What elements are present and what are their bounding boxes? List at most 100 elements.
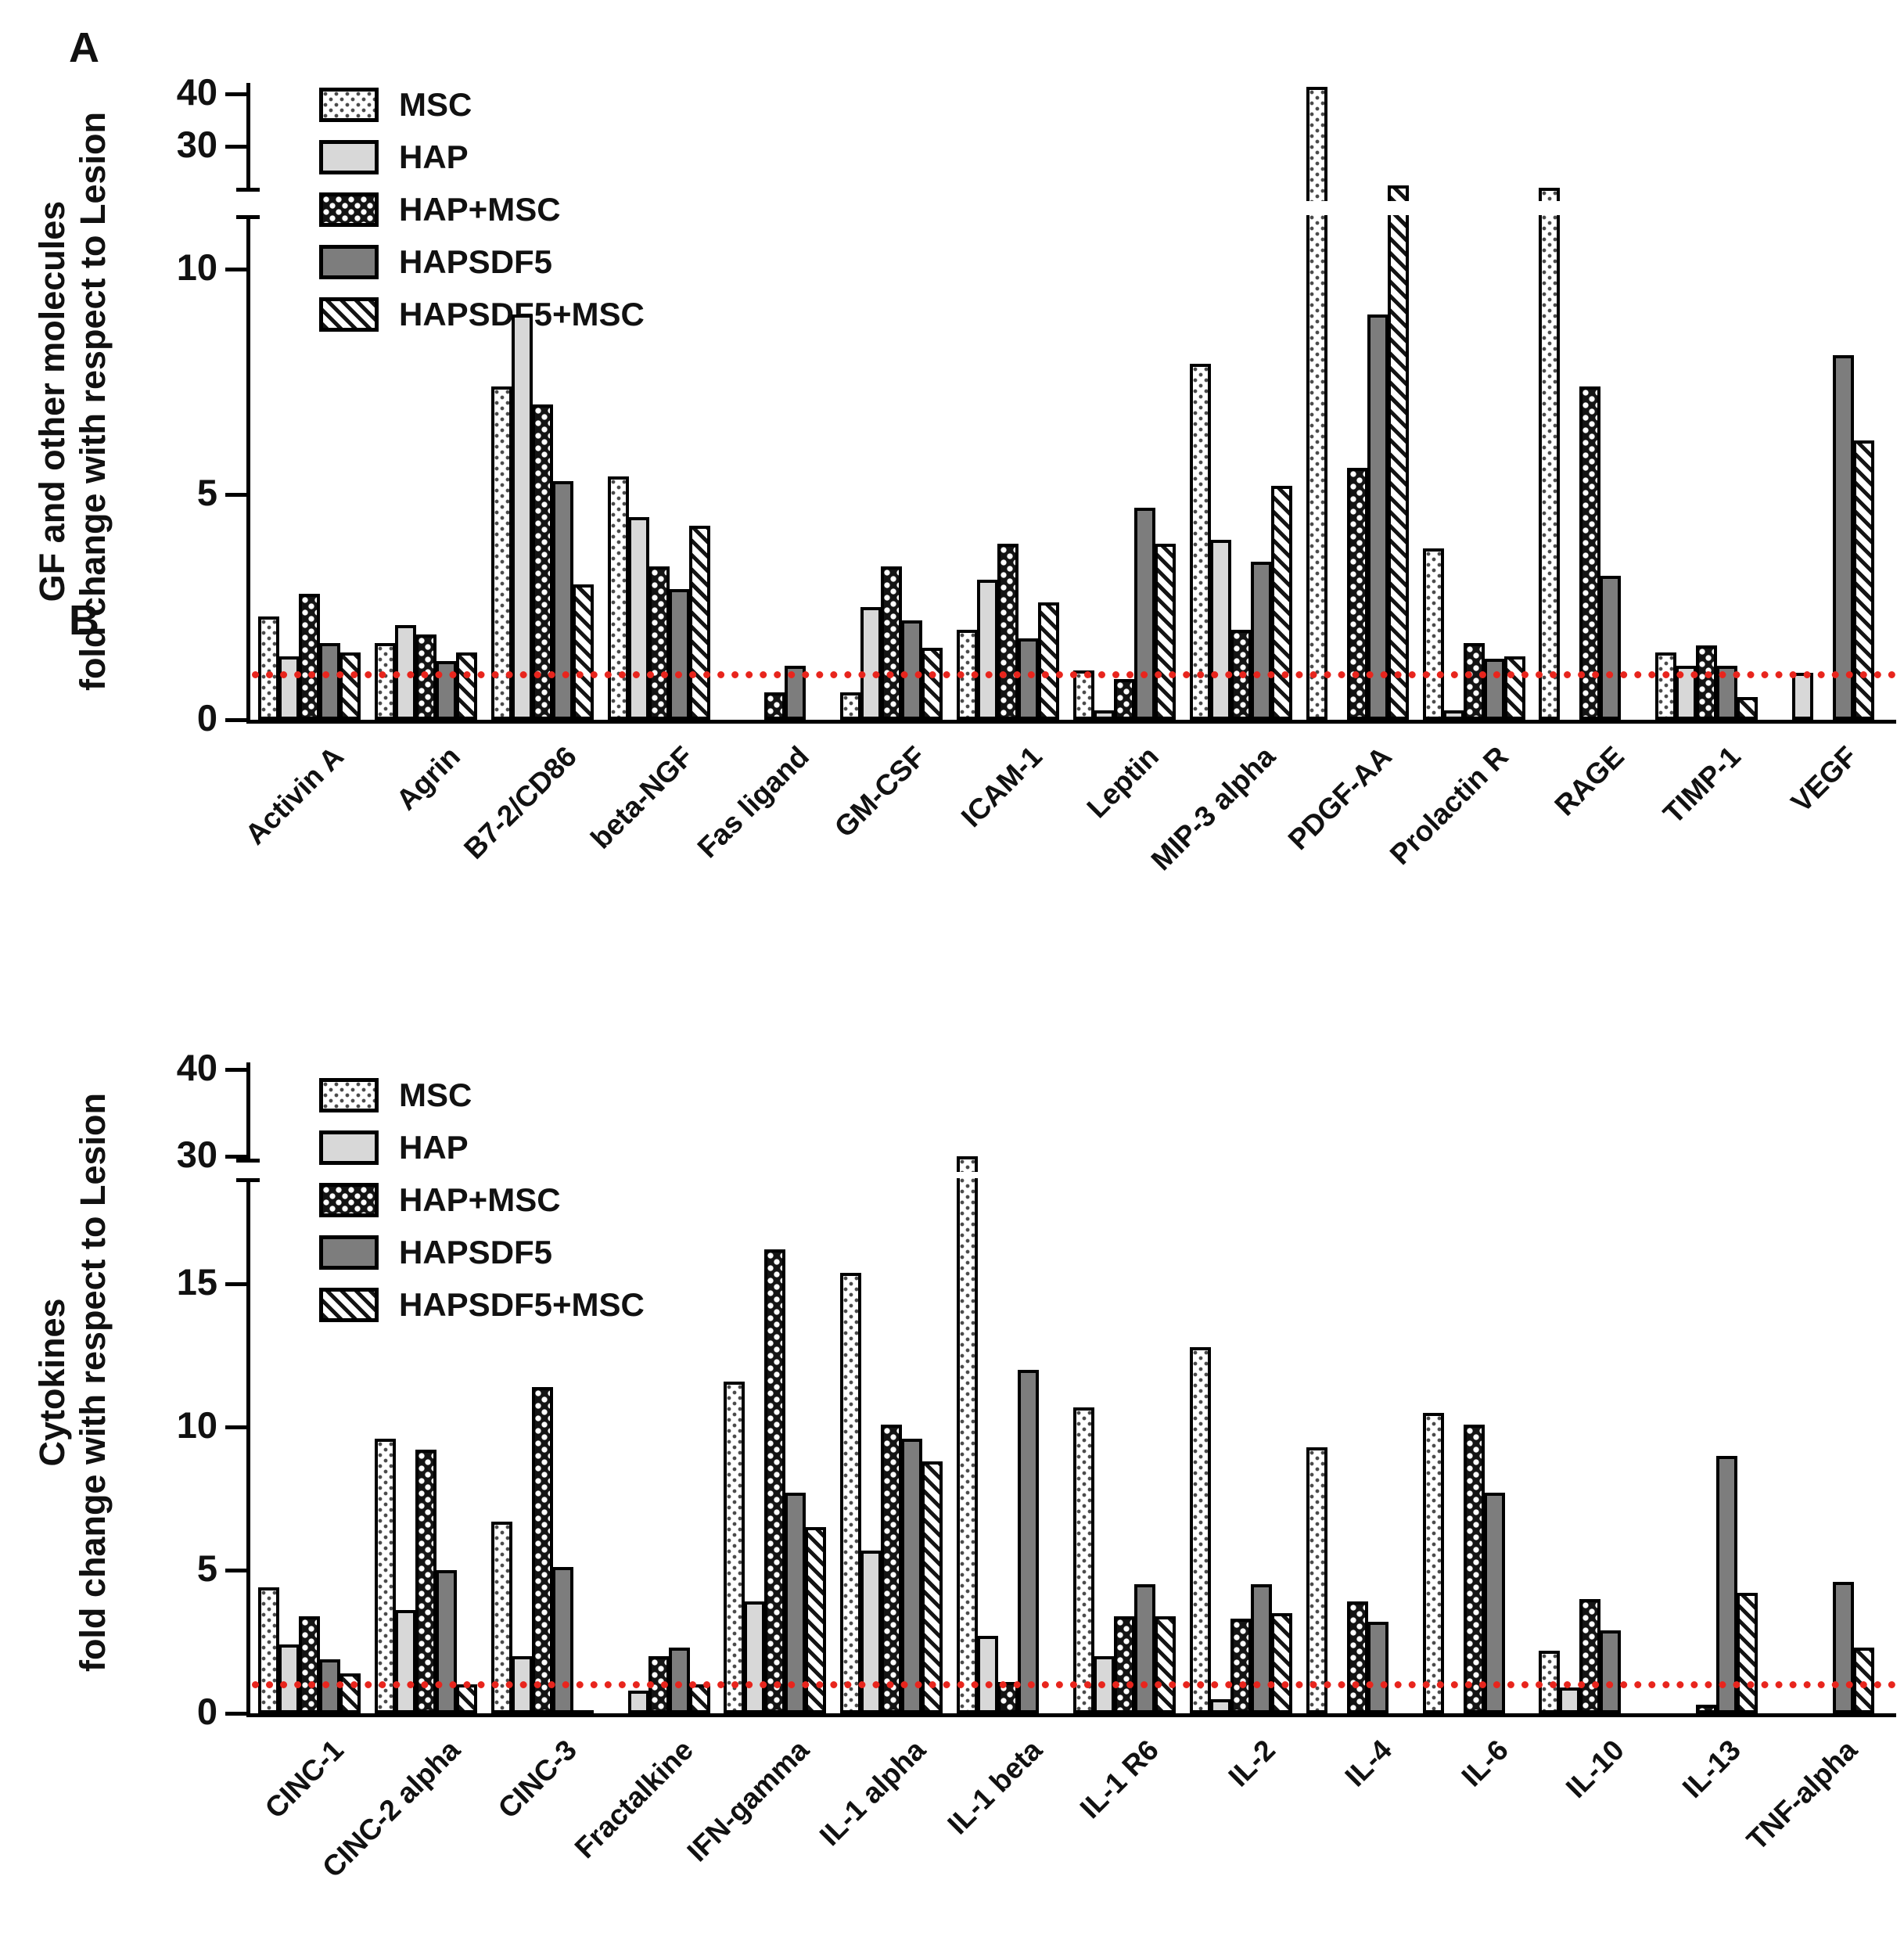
legend-label-HAP: HAP: [399, 1129, 469, 1166]
x-category-label-Activin A: Activin A: [239, 740, 350, 851]
bar-HAPSDF5+MSC-B7-2/CD86: [572, 584, 594, 720]
bar-HAPSDF5-TNF-alpha: [1833, 1581, 1855, 1713]
bar-HAP+MSC-IL-1 alpha: [881, 1424, 903, 1713]
bar-HAP+MSC-IFN-gamma: [764, 1249, 786, 1713]
panel-a-letter: A: [69, 24, 99, 71]
bar-HAP-IL-1 beta: [977, 1636, 999, 1713]
legend-label-HAPSDF5+MSC: HAPSDF5+MSC: [399, 1286, 645, 1323]
bar-HAPSDF5-IL-1 R6: [1134, 1584, 1155, 1713]
y-tick: [225, 1569, 246, 1573]
bar-HAP+MSC-PDGF-AA: [1346, 467, 1368, 720]
bar-offscale-cap-HAPSDF5+MSC-PDGF-AA: [1387, 185, 1409, 201]
bar-MSC-IL-6: [1422, 1412, 1444, 1713]
x-category-label-RAGE: RAGE: [1548, 740, 1631, 822]
bar-upper-broken-MSC-RAGE: [1539, 187, 1561, 201]
bar-HAPSDF5+MSC-MIP-3 alpha: [1270, 485, 1292, 720]
panel-b-letter: B: [69, 597, 99, 644]
y-tick-label: 5: [196, 1547, 217, 1590]
bar-HAPSDF5+MSC-CINC-2 alpha: [455, 1684, 477, 1713]
bar-HAP+MSC-CINC-3: [531, 1387, 553, 1713]
bar-HAPSDF5-IL-10: [1600, 1630, 1622, 1713]
bar-HAP+MSC-Prolactin R: [1463, 643, 1485, 720]
x-category-label-B7-2/CD86: B7-2/CD86: [457, 740, 583, 865]
legend-label-HAP: HAP: [399, 138, 469, 175]
x-category-label-Agrin: Agrin: [390, 740, 466, 817]
bar-HAPSDF5+MSC-Prolactin R: [1503, 656, 1525, 720]
y-tick: [225, 92, 246, 96]
y-tick: [225, 268, 246, 272]
bar-HAPSDF5-IL-13: [1716, 1455, 1738, 1713]
bar-HAP+MSC-B7-2/CD86: [531, 404, 553, 720]
bar-offscale-cap-MSC-IL-1 beta: [957, 1156, 979, 1172]
bar-HAP+MSC-IL-2: [1230, 1619, 1252, 1713]
x-category-label-Prolactin R: Prolactin R: [1383, 740, 1514, 872]
bar-HAPSDF5-CINC-2 alpha: [435, 1570, 457, 1713]
y-tick: [225, 1282, 246, 1287]
y-tick-label: 30: [176, 1134, 217, 1176]
y-tick: [225, 493, 246, 498]
bar-HAPSDF5+MSC-GM-CSF: [921, 647, 943, 720]
y-tick-label: 15: [176, 1261, 217, 1303]
bar-HAP-CINC-1: [278, 1644, 300, 1713]
bar-HAP-IL-2: [1209, 1698, 1231, 1713]
bar-HAPSDF5+MSC-IL-1 R6: [1155, 1616, 1176, 1713]
x-category-label-VEGF: VEGF: [1784, 740, 1864, 819]
axis-break-lower-cap: [236, 215, 260, 219]
bar-MSC-IL-1 alpha: [840, 1272, 862, 1713]
bar-HAPSDF5-beta-NGF: [668, 588, 690, 720]
bar-MSC-MIP-3 alpha: [1189, 364, 1211, 720]
bar-MSC-IL-1 R6: [1073, 1407, 1094, 1713]
bar-HAPSDF5+MSC-IL-1 alpha: [921, 1461, 943, 1713]
bar-HAP+MSC-ICAM-1: [997, 544, 1019, 720]
bar-HAPSDF5+MSC-TNF-alpha: [1853, 1647, 1875, 1713]
bar-MSC-Prolactin R: [1422, 548, 1444, 720]
bar-lower-broken-MSC-RAGE: [1539, 215, 1561, 720]
bar-MSC-IL-4: [1306, 1447, 1327, 1713]
x-category-label-beta-NGF: beta-NGF: [584, 740, 699, 855]
y-tick: [225, 1155, 246, 1159]
x-category-label-ICAM-1: ICAM-1: [955, 740, 1049, 834]
bar-HAP-MIP-3 alpha: [1209, 539, 1231, 720]
bar-HAP-GM-CSF: [860, 607, 882, 720]
bar-HAPSDF5+MSC-Leptin: [1155, 544, 1176, 720]
y-tick: [225, 1712, 246, 1716]
bar-HAP+MSC-Fas ligand: [764, 692, 786, 720]
bar-MSC-IFN-gamma: [724, 1381, 745, 1713]
bar-HAPSDF5+MSC-CINC-3: [572, 1710, 594, 1717]
bar-lower-broken-MSC-IL-1 beta: [957, 1178, 979, 1713]
y-tick: [225, 145, 246, 149]
bar-HAP-VEGF: [1792, 672, 1814, 720]
y-tick: [225, 718, 246, 722]
bar-HAPSDF5-ICAM-1: [1018, 638, 1040, 720]
bar-MSC-IL-2: [1189, 1346, 1211, 1713]
legend-label-MSC: MSC: [399, 86, 472, 123]
axis-break-lower-cap: [236, 1178, 260, 1182]
bar-HAPSDF5-Agrin: [435, 661, 457, 720]
y-axis-upper-segment: [246, 83, 250, 192]
legend-swatch-HAPSDF5+MSC: [319, 1288, 379, 1322]
bar-MSC-CINC-3: [490, 1521, 512, 1713]
bar-MSC-B7-2/CD86: [490, 386, 512, 720]
bar-HAP-beta-NGF: [627, 516, 649, 720]
legend-swatch-HAP: [319, 1130, 379, 1165]
bar-HAPSDF5-MIP-3 alpha: [1250, 562, 1272, 720]
bar-HAP+MSC-TIMP-1: [1696, 645, 1718, 720]
y-tick-label: 40: [176, 70, 217, 113]
bar-HAPSDF5-Fractalkine: [668, 1647, 690, 1713]
bar-HAPSDF5-VEGF: [1833, 354, 1855, 720]
bar-HAPSDF5+MSC-IL-2: [1270, 1612, 1292, 1713]
legend-swatch-HAP: [319, 140, 379, 174]
bar-HAPSDF5-IL-1 beta: [1018, 1370, 1040, 1713]
bar-upper-broken-MSC-PDGF-AA: [1306, 86, 1327, 201]
bar-HAP+MSC-Activin A: [299, 593, 320, 720]
x-category-label-GM-CSF: GM-CSF: [828, 740, 932, 844]
y-axis-lower-segment: [246, 215, 250, 720]
bar-HAPSDF5+MSC-CINC-1: [339, 1673, 361, 1713]
bar-HAP-CINC-2 alpha: [394, 1610, 416, 1713]
bar-HAPSDF5+MSC-TIMP-1: [1737, 697, 1759, 720]
bar-HAP+MSC-CINC-1: [299, 1616, 320, 1713]
y-tick-label: 30: [176, 124, 217, 166]
legend-swatch-MSC: [319, 1078, 379, 1112]
bar-HAP+MSC-CINC-2 alpha: [415, 1450, 436, 1713]
